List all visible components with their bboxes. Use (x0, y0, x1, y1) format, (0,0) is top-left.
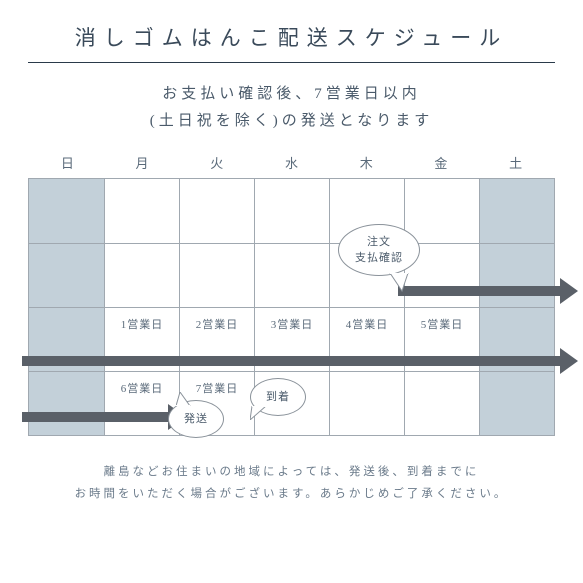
cell: 6営業日 (104, 372, 179, 435)
cell (29, 244, 104, 307)
calendar-row: 6営業日 7営業日 (29, 371, 554, 435)
footnote-line1: 離島などお住まいの地域によっては、発送後、到着までに (104, 466, 480, 478)
page-container: 消しゴムはんこ配送スケジュール お支払い確認後、7営業日以内 (土日祝を除く)の… (0, 0, 583, 506)
cell (179, 244, 254, 307)
cell (329, 372, 404, 435)
cell (104, 179, 179, 243)
subtitle: お支払い確認後、7営業日以内 (土日祝を除く)の発送となります (28, 81, 555, 135)
title-underline (28, 62, 555, 63)
cell (404, 244, 479, 307)
cell: 7営業日 (179, 372, 254, 435)
cell (479, 244, 554, 307)
cell (404, 179, 479, 243)
cell: 3営業日 (254, 308, 329, 371)
calendar-row (29, 243, 554, 307)
day-thu: 木 (329, 153, 404, 172)
cell: 2営業日 (179, 308, 254, 371)
calendar-wrap: 1営業日 2営業日 3営業日 4営業日 5営業日 6営業日 7営業日 注文 (28, 178, 555, 436)
cell (479, 179, 554, 243)
cell (404, 372, 479, 435)
footnote: 離島などお住まいの地域によっては、発送後、到着までに お時間をいただく場合がござ… (28, 462, 555, 506)
cell (104, 244, 179, 307)
page-title: 消しゴムはんこ配送スケジュール (28, 22, 555, 52)
subtitle-line1: お支払い確認後、7営業日以内 (162, 86, 421, 102)
cell (179, 179, 254, 243)
cell (329, 179, 404, 243)
calendar-grid: 1営業日 2営業日 3営業日 4営業日 5営業日 6営業日 7営業日 (28, 178, 555, 436)
day-fri: 金 (404, 153, 479, 172)
day-mon: 月 (105, 153, 180, 172)
subtitle-line2: (土日祝を除く)の発送となります (150, 113, 434, 129)
cell (479, 372, 554, 435)
calendar-row (29, 179, 554, 243)
day-sun: 日 (30, 153, 105, 172)
day-tue: 火 (179, 153, 254, 172)
day-sat: 土 (478, 153, 553, 172)
day-headers: 日 月 火 水 木 金 土 (28, 153, 555, 172)
cell: 5営業日 (404, 308, 479, 371)
cell (254, 179, 329, 243)
cell: 4営業日 (329, 308, 404, 371)
calendar-row: 1営業日 2営業日 3営業日 4営業日 5営業日 (29, 307, 554, 371)
cell (29, 308, 104, 371)
cell (329, 244, 404, 307)
footnote-line2: お時間をいただく場合がございます。あらかじめご了承ください。 (75, 488, 509, 500)
cell (29, 179, 104, 243)
cell (254, 372, 329, 435)
cell: 1営業日 (104, 308, 179, 371)
cell (254, 244, 329, 307)
cell (29, 372, 104, 435)
day-wed: 水 (254, 153, 329, 172)
cell (479, 308, 554, 371)
